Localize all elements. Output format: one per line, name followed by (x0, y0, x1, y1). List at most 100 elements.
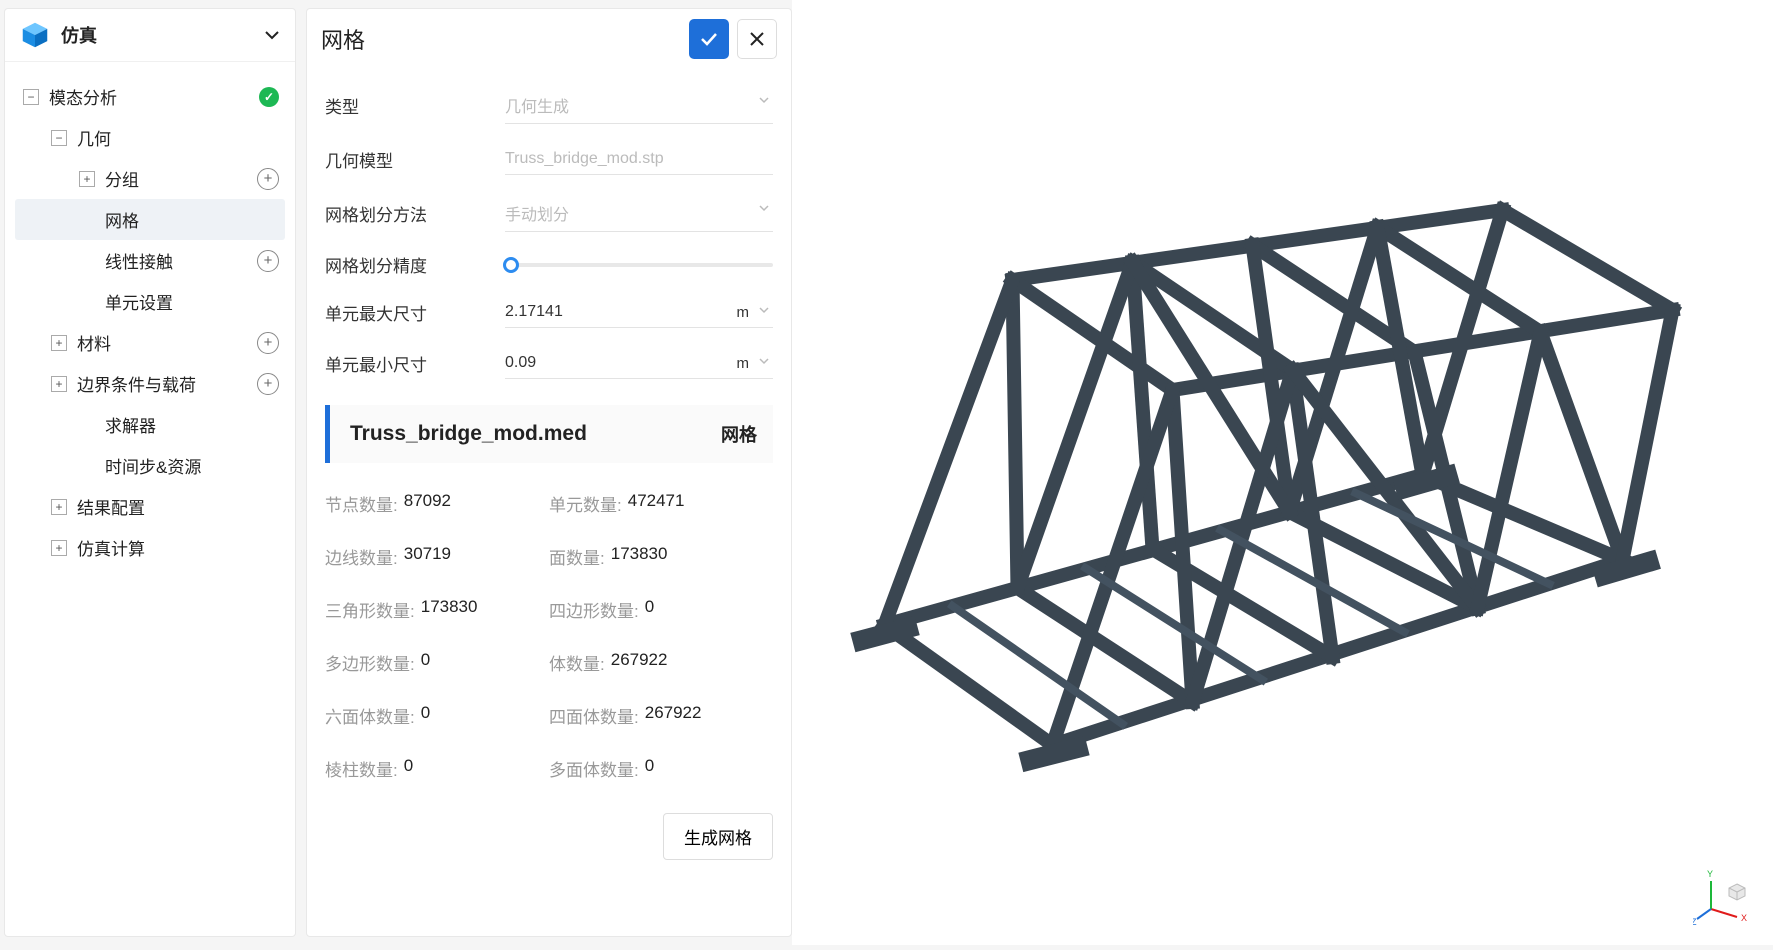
truss-bridge-render (792, 0, 1773, 945)
stat-value: 0 (421, 650, 430, 675)
row-max-size: 单元最大尺寸 2.17141 m (325, 287, 773, 338)
stat-label: 面数量: (549, 544, 605, 569)
select-type[interactable]: 几何生成 (505, 87, 773, 124)
generate-button-wrap: 生成网格 (307, 803, 791, 860)
close-button[interactable] (737, 19, 777, 59)
stat-value: 0 (645, 756, 654, 781)
input-max-size[interactable]: 2.17141 m (505, 297, 773, 328)
chevron-down-icon (757, 303, 771, 322)
stat-value: 173830 (421, 597, 478, 622)
cube-icon (21, 21, 49, 49)
expand-icon[interactable]: + (51, 376, 67, 392)
tree-results[interactable]: + 结果配置 (15, 486, 285, 527)
tree-label: 材料 (77, 330, 257, 355)
mesh-file-tag: 网格 (721, 421, 757, 447)
row-min-size: 单元最小尺寸 0.09 m (325, 338, 773, 389)
stat-value: 267922 (645, 703, 702, 728)
tree-label: 单元设置 (105, 289, 279, 314)
panel-title: 网格 (321, 23, 681, 55)
status-ok-icon: ✓ (259, 87, 279, 107)
stat-item: 边线数量:30719 (325, 530, 549, 583)
confirm-button[interactable] (689, 19, 729, 59)
select-value: 手动划分 (505, 201, 569, 225)
tree-solver[interactable]: 求解器 (15, 404, 285, 445)
input-min-size[interactable]: 0.09 m (505, 348, 773, 379)
label-method: 网格划分方法 (325, 201, 505, 226)
mesh-file-name: Truss_bridge_mod.med (350, 422, 721, 446)
tree-material[interactable]: + 材料 + (15, 322, 285, 363)
tree-geometry[interactable]: − 几何 (15, 117, 285, 158)
generate-mesh-button[interactable]: 生成网格 (663, 813, 773, 860)
tree-bc-loads[interactable]: + 边界条件与载荷 + (15, 363, 285, 404)
select-value: 几何生成 (505, 93, 569, 117)
tree-label: 分组 (105, 166, 257, 191)
tree-label: 边界条件与载荷 (77, 371, 257, 396)
svg-text:X: X (1741, 913, 1747, 923)
tree-group[interactable]: + 分组 + (15, 158, 285, 199)
label-model: 几何模型 (325, 147, 505, 172)
3d-viewport[interactable]: X Y Z (792, 0, 1773, 945)
stat-value: 0 (421, 703, 430, 728)
chevron-down-icon (757, 201, 771, 220)
tree-solve[interactable]: + 仿真计算 (15, 527, 285, 568)
tree-view: − 模态分析 ✓ − 几何 + 分组 + 网格 线性接触 + 单元设置 + 材料 (5, 62, 295, 582)
add-icon[interactable]: + (257, 168, 279, 190)
label-type: 类型 (325, 93, 505, 118)
sidebar-header: 仿真 (5, 9, 295, 62)
label-max-size: 单元最大尺寸 (325, 300, 505, 325)
tree-linear-contact[interactable]: 线性接触 + (15, 240, 285, 281)
chevron-down-icon[interactable] (265, 27, 279, 45)
stat-value: 87092 (404, 491, 451, 516)
tree-label: 仿真计算 (77, 535, 279, 560)
stat-item: 多边形数量:0 (325, 636, 549, 689)
row-model: 几何模型 Truss_bridge_mod.stp (325, 134, 773, 185)
add-icon[interactable]: + (257, 373, 279, 395)
input-model[interactable]: Truss_bridge_mod.stp (505, 144, 773, 175)
expand-icon[interactable]: + (51, 499, 67, 515)
stat-value: 0 (404, 756, 413, 781)
slider-thumb[interactable] (503, 257, 519, 273)
tree-label: 求解器 (105, 412, 279, 437)
stat-value: 0 (645, 597, 654, 622)
tree-label: 结果配置 (77, 494, 279, 519)
tree-element-settings[interactable]: 单元设置 (15, 281, 285, 322)
panel-header: 网格 (307, 9, 791, 69)
select-method[interactable]: 手动划分 (505, 195, 773, 232)
stat-item: 六面体数量:0 (325, 689, 549, 742)
slider-precision[interactable] (505, 263, 773, 267)
stat-item: 四边形数量:0 (549, 583, 773, 636)
stat-label: 多面体数量: (549, 756, 639, 781)
svg-text:Y: Y (1707, 869, 1713, 879)
stat-value: 267922 (611, 650, 668, 675)
add-icon[interactable]: + (257, 250, 279, 272)
tree-label: 几何 (77, 125, 279, 150)
add-icon[interactable]: + (257, 332, 279, 354)
stat-value: 472471 (628, 491, 685, 516)
input-value: 0.09 (505, 354, 536, 372)
stat-item: 节点数量:87092 (325, 477, 549, 530)
tree-timestep[interactable]: 时间步&资源 (15, 445, 285, 486)
tree-mesh[interactable]: 网格 (15, 199, 285, 240)
stat-item: 面数量:173830 (549, 530, 773, 583)
stat-label: 四面体数量: (549, 703, 639, 728)
expand-icon[interactable]: + (51, 335, 67, 351)
stat-item: 四面体数量:267922 (549, 689, 773, 742)
tree-root-modal-analysis[interactable]: − 模态分析 ✓ (15, 76, 285, 117)
mesh-file-item[interactable]: Truss_bridge_mod.med 网格 (325, 405, 773, 463)
collapse-icon[interactable]: − (23, 89, 39, 105)
stat-item: 体数量:267922 (549, 636, 773, 689)
stat-item: 棱柱数量:0 (325, 742, 549, 795)
stat-label: 体数量: (549, 650, 605, 675)
svg-text:Z: Z (1693, 917, 1697, 927)
row-method: 网格划分方法 手动划分 (325, 185, 773, 242)
stat-label: 三角形数量: (325, 597, 415, 622)
chevron-down-icon (757, 354, 771, 373)
stat-item: 三角形数量:173830 (325, 583, 549, 636)
chevron-down-icon (757, 93, 771, 112)
collapse-icon[interactable]: − (51, 130, 67, 146)
stat-label: 棱柱数量: (325, 756, 398, 781)
axis-gizmo[interactable]: X Y Z (1693, 867, 1753, 927)
expand-icon[interactable]: + (51, 540, 67, 556)
stat-label: 节点数量: (325, 491, 398, 516)
expand-icon[interactable]: + (79, 171, 95, 187)
